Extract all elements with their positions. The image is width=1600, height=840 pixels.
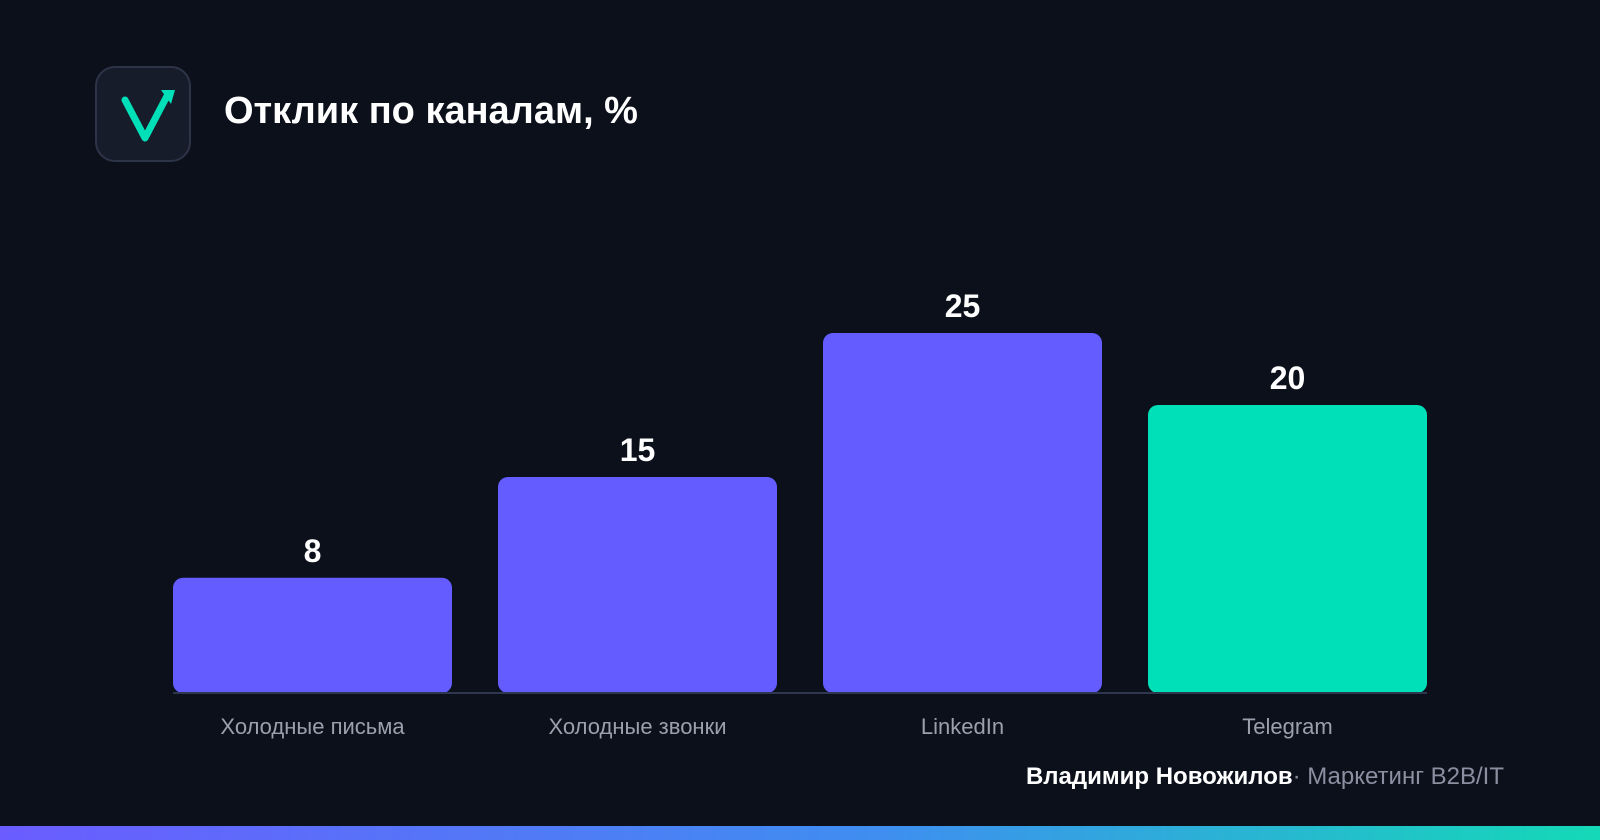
checkmark-arrow-icon — [121, 90, 175, 142]
author-name: Владимир Новожилов — [1025, 763, 1293, 790]
bar-value-label: 15 — [620, 432, 656, 468]
bar — [498, 477, 777, 693]
category-label: Холодные письма — [220, 714, 405, 739]
category-label: Telegram — [1242, 714, 1332, 739]
bar — [823, 333, 1102, 693]
category-label: LinkedIn — [921, 714, 1004, 739]
bar — [173, 577, 452, 693]
category-label: Холодные звонки — [549, 714, 727, 739]
bar — [1148, 405, 1427, 693]
credit-separator: · — [1292, 763, 1301, 790]
bar-value-label: 25 — [945, 288, 981, 324]
chart-title: Отклик по каналам, % — [224, 90, 638, 132]
logo — [95, 66, 191, 162]
author-role: Маркетинг B2B/IT — [1307, 763, 1504, 790]
bar-value-label: 20 — [1270, 360, 1306, 396]
credit: Владимир Новожилов· Маркетинг B2B/IT — [1026, 763, 1504, 791]
bottom-gradient-bar — [0, 826, 1600, 840]
bar-value-label: 8 — [304, 533, 322, 569]
